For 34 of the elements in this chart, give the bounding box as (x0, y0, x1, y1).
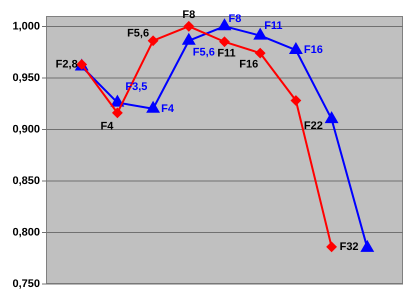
data-label: F4 (161, 102, 175, 115)
point (148, 36, 158, 46)
point (184, 21, 194, 32)
point (290, 96, 301, 106)
data-label: F8 (182, 8, 196, 21)
point (255, 48, 266, 58)
y-tick-label: 0,800 (12, 226, 40, 238)
point (218, 19, 231, 30)
y-tick-label: 0,950 (12, 72, 40, 84)
y-tick-label: 0,750 (12, 278, 40, 290)
data-label: F5,6 (192, 46, 215, 58)
point (290, 43, 302, 54)
point (182, 34, 195, 45)
data-label: F11 (217, 47, 236, 60)
data-label: F16 (304, 44, 323, 56)
point (254, 28, 266, 40)
point (111, 96, 124, 107)
y-tick-label: 1,000 (12, 20, 40, 32)
data-label: F4 (100, 120, 114, 132)
point (361, 240, 374, 252)
data-label: F16 (239, 58, 258, 71)
data-label: F11 (264, 20, 283, 32)
data-label: F2,8 (56, 58, 78, 70)
point (326, 242, 337, 252)
data-label: F32 (340, 240, 359, 253)
y-tick-label: 0,850 (12, 174, 40, 187)
data-label: F22 (304, 120, 323, 132)
data-label: F8 (228, 12, 242, 25)
point (220, 36, 230, 47)
point (112, 108, 122, 118)
point (325, 112, 338, 124)
point (146, 102, 160, 113)
data-label: F5,6 (127, 27, 150, 40)
y-tick-label: 0,900 (12, 123, 40, 136)
